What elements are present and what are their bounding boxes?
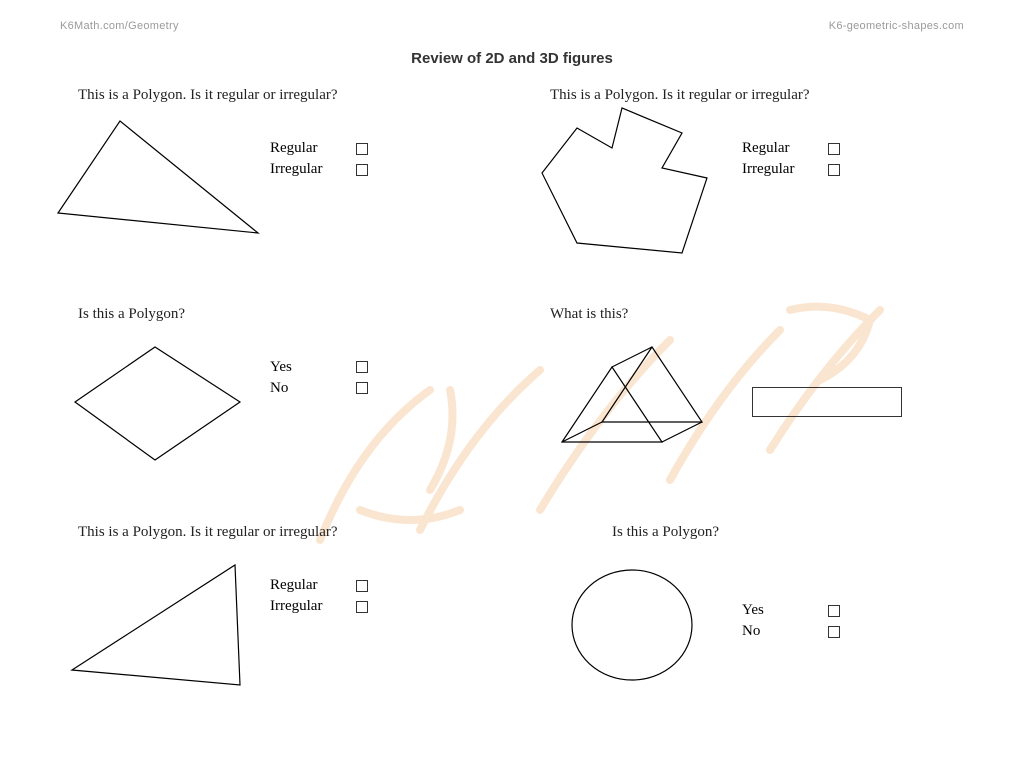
question-1: This is a Polygon. Is it regular or irre…	[50, 77, 502, 290]
q5-prompt: This is a Polygon. Is it regular or irre…	[78, 524, 502, 541]
q2-checkbox-regular[interactable]	[828, 143, 840, 155]
header-left: K6Math.com/Geometry	[60, 20, 179, 32]
question-4: What is this?	[522, 296, 974, 509]
q3-checkbox-no[interactable]	[356, 382, 368, 394]
q6-prompt: Is this a Polygon?	[612, 524, 974, 541]
q5-options: Regular Irregular	[270, 575, 368, 617]
q3-opt-yes: Yes	[270, 357, 334, 378]
q1-opt-irregular: Irregular	[270, 159, 334, 180]
q5-opt-regular: Regular	[270, 575, 334, 596]
page-header: K6Math.com/Geometry K6-geometric-shapes.…	[0, 0, 1024, 32]
q1-options: Regular Irregular	[270, 138, 368, 180]
q2-checkbox-irregular[interactable]	[828, 164, 840, 176]
q3-checkbox-yes[interactable]	[356, 361, 368, 373]
q3-prompt: Is this a Polygon?	[78, 306, 502, 323]
question-3: Is this a Polygon? Yes No	[50, 296, 502, 509]
q3-options: Yes No	[270, 357, 368, 399]
q4-prompt: What is this?	[550, 306, 974, 323]
q1-checkbox-regular[interactable]	[356, 143, 368, 155]
q6-checkbox-yes[interactable]	[828, 605, 840, 617]
q3-opt-no: No	[270, 378, 334, 399]
question-2: This is a Polygon. Is it regular or irre…	[522, 77, 974, 290]
question-6: Is this a Polygon? Yes No	[522, 514, 974, 727]
page-title: Review of 2D and 3D figures	[0, 50, 1024, 67]
q6-opt-yes: Yes	[742, 600, 806, 621]
q2-opt-regular: Regular	[742, 138, 806, 159]
q5-opt-irregular: Irregular	[270, 596, 334, 617]
q1-shape	[50, 108, 270, 258]
question-5: This is a Polygon. Is it regular or irre…	[50, 514, 502, 727]
q2-opt-irregular: Irregular	[742, 159, 806, 180]
q5-checkbox-irregular[interactable]	[356, 601, 368, 613]
questions-grid: This is a Polygon. Is it regular or irre…	[0, 77, 1024, 727]
q6-opt-no: No	[742, 621, 806, 642]
q6-shape	[522, 545, 742, 695]
q2-prompt: This is a Polygon. Is it regular or irre…	[550, 87, 974, 104]
q3-shape	[50, 327, 270, 477]
q1-prompt: This is a Polygon. Is it regular or irre…	[78, 87, 502, 104]
q5-shape	[50, 545, 270, 695]
q4-shape	[522, 327, 742, 477]
q1-opt-regular: Regular	[270, 138, 334, 159]
q1-checkbox-irregular[interactable]	[356, 164, 368, 176]
q6-checkbox-no[interactable]	[828, 626, 840, 638]
q4-answer-input[interactable]	[752, 387, 902, 417]
header-right: K6-geometric-shapes.com	[829, 20, 964, 32]
q6-options: Yes No	[742, 600, 840, 642]
q2-shape	[522, 108, 742, 258]
q2-options: Regular Irregular	[742, 138, 840, 180]
q5-checkbox-regular[interactable]	[356, 580, 368, 592]
